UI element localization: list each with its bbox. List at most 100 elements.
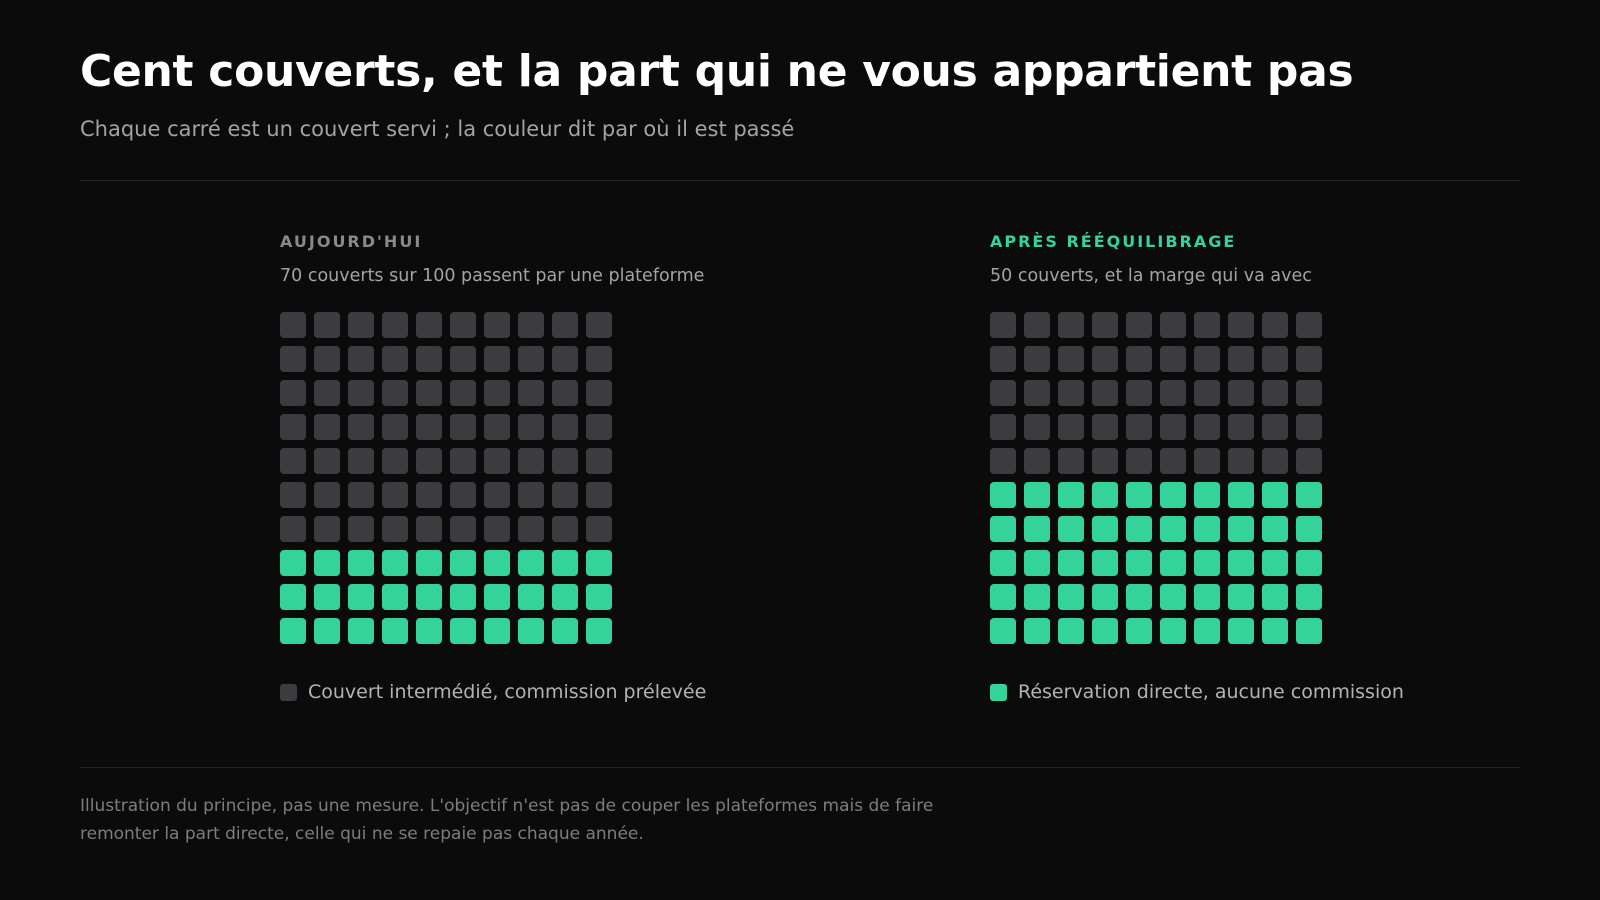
waffle-cell-direct — [1228, 516, 1254, 542]
waffle-cell-direct — [280, 618, 306, 644]
waffle-cell-intermediated — [990, 380, 1016, 406]
waffle-cell-direct — [1296, 516, 1322, 542]
waffle-cell-intermediated — [586, 482, 612, 508]
waffle-cell-intermediated — [518, 380, 544, 406]
waffle-cell-direct — [1058, 482, 1084, 508]
waffle-cell-intermediated — [1160, 448, 1186, 474]
waffle-cell-intermediated — [518, 482, 544, 508]
waffle-cell-intermediated — [280, 312, 306, 338]
waffle-cell-direct — [990, 482, 1016, 508]
waffle-cell-direct — [1262, 516, 1288, 542]
waffle-cell-intermediated — [484, 516, 510, 542]
waffle-cell-intermediated — [518, 448, 544, 474]
waffle-cell-direct — [1160, 516, 1186, 542]
waffle-cell-direct — [552, 584, 578, 610]
waffle-cell-intermediated — [280, 482, 306, 508]
waffle-cell-direct — [416, 550, 442, 576]
waffle-cell-direct — [990, 618, 1016, 644]
panel-heading-rebalanced: APRÈS RÉÉQUILIBRAGE — [990, 232, 1237, 251]
waffle-cell-intermediated — [552, 482, 578, 508]
waffle-cell-intermediated — [552, 312, 578, 338]
waffle-cell-intermediated — [1296, 448, 1322, 474]
panel-rebalanced: APRÈS RÉÉQUILIBRAGE 50 couverts, et la m… — [990, 232, 1510, 703]
waffle-cell-direct — [1296, 482, 1322, 508]
waffle-cell-direct — [1228, 482, 1254, 508]
waffle-cell-intermediated — [1058, 414, 1084, 440]
waffle-cell-intermediated — [1160, 414, 1186, 440]
waffle-cell-intermediated — [1160, 346, 1186, 372]
waffle-cell-intermediated — [348, 482, 374, 508]
waffle-cell-intermediated — [484, 448, 510, 474]
top-divider — [80, 180, 1520, 181]
waffle-cell-direct — [1194, 584, 1220, 610]
waffle-cell-direct — [280, 550, 306, 576]
waffle-cell-intermediated — [1058, 346, 1084, 372]
legend-rebalanced: Réservation directe, aucune commission — [990, 681, 1404, 703]
chart-title: Cent couverts, et la part qui ne vous ap… — [80, 46, 1354, 97]
waffle-cell-intermediated — [1296, 312, 1322, 338]
waffle-cell-intermediated — [1126, 380, 1152, 406]
bottom-divider — [80, 767, 1520, 768]
waffle-cell-intermediated — [1024, 380, 1050, 406]
waffle-cell-intermediated — [1126, 414, 1152, 440]
waffle-cell-intermediated — [450, 346, 476, 372]
waffle-cell-intermediated — [990, 312, 1016, 338]
waffle-cell-intermediated — [1024, 312, 1050, 338]
legend-swatch-direct — [990, 683, 1007, 701]
waffle-cell-direct — [1194, 550, 1220, 576]
footnote: Illustration du principe, pas une mesure… — [80, 796, 934, 844]
waffle-cell-intermediated — [586, 380, 612, 406]
waffle-cell-intermediated — [484, 414, 510, 440]
waffle-cell-direct — [1262, 550, 1288, 576]
waffle-cell-intermediated — [280, 414, 306, 440]
waffle-cell-intermediated — [1024, 346, 1050, 372]
legend-swatch-intermediated — [280, 683, 297, 701]
waffle-cell-direct — [280, 584, 306, 610]
waffle-cell-direct — [1194, 482, 1220, 508]
waffle-cell-intermediated — [1296, 346, 1322, 372]
waffle-cell-direct — [1092, 482, 1118, 508]
waffle-cell-intermediated — [1296, 380, 1322, 406]
waffle-cell-direct — [416, 618, 442, 644]
waffle-cell-intermediated — [1092, 414, 1118, 440]
waffle-cell-intermediated — [1262, 414, 1288, 440]
waffle-cell-intermediated — [348, 414, 374, 440]
waffle-cell-intermediated — [552, 346, 578, 372]
waffle-cell-intermediated — [1126, 448, 1152, 474]
legend-today: Couvert intermédié, commission prélevée — [280, 681, 706, 703]
waffle-cell-intermediated — [348, 380, 374, 406]
waffle-cell-direct — [1092, 618, 1118, 644]
waffle-cell-direct — [382, 584, 408, 610]
waffle-cell-intermediated — [348, 346, 374, 372]
waffle-cell-intermediated — [382, 482, 408, 508]
waffle-cell-intermediated — [314, 380, 340, 406]
waffle-cell-direct — [1126, 482, 1152, 508]
waffle-cell-direct — [382, 618, 408, 644]
waffle-cell-direct — [518, 584, 544, 610]
waffle-cell-intermediated — [990, 414, 1016, 440]
waffle-cell-direct — [1058, 516, 1084, 542]
waffle-cell-direct — [1126, 584, 1152, 610]
waffle-cell-intermediated — [382, 312, 408, 338]
waffle-cell-intermediated — [1092, 448, 1118, 474]
waffle-cell-intermediated — [1262, 312, 1288, 338]
waffle-cell-intermediated — [552, 380, 578, 406]
waffle-cell-direct — [1058, 618, 1084, 644]
waffle-cell-direct — [1296, 618, 1322, 644]
waffle-cell-intermediated — [586, 516, 612, 542]
waffle-cell-direct — [1194, 618, 1220, 644]
waffle-cell-intermediated — [382, 414, 408, 440]
waffle-cell-direct — [1126, 550, 1152, 576]
waffle-cell-intermediated — [314, 482, 340, 508]
waffle-cell-direct — [1296, 550, 1322, 576]
waffle-cell-direct — [1058, 584, 1084, 610]
waffle-cell-intermediated — [1058, 448, 1084, 474]
waffle-cell-direct — [1228, 618, 1254, 644]
waffle-cell-direct — [1024, 618, 1050, 644]
waffle-cell-intermediated — [416, 380, 442, 406]
waffle-cell-intermediated — [518, 414, 544, 440]
waffle-cell-intermediated — [280, 448, 306, 474]
waffle-cell-direct — [314, 584, 340, 610]
waffle-cell-intermediated — [348, 516, 374, 542]
waffle-cell-direct — [1024, 482, 1050, 508]
